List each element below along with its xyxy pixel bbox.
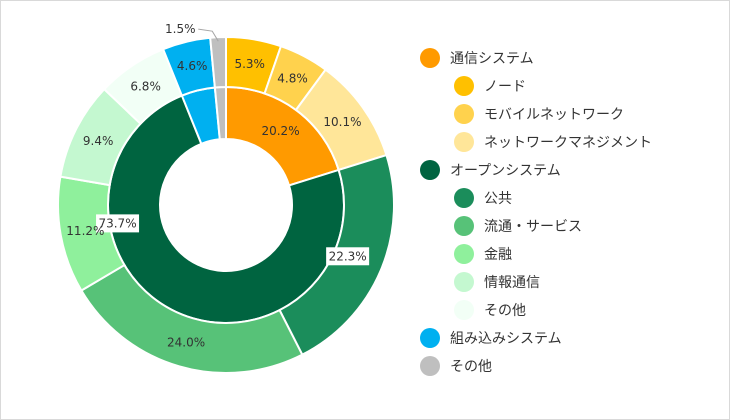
svg-text:10.1%: 10.1% — [323, 115, 361, 129]
outer-leader-line-9 — [198, 28, 219, 42]
legend-label-8: 情報通信 — [484, 275, 540, 291]
legend-label-5: 公共 — [484, 191, 512, 207]
outer-label-4: 24.0% — [167, 335, 205, 349]
svg-text:1.5%: 1.5% — [165, 22, 196, 36]
inner-label-1-box — [96, 214, 140, 233]
legend-label-10: 組み込みシステム — [450, 331, 562, 347]
legend-swatch-2 — [454, 104, 474, 124]
legend-item-7: 金融 — [420, 240, 720, 268]
svg-text:9.4%: 9.4% — [83, 134, 114, 148]
legend-label-4: オープンシステム — [450, 163, 561, 179]
outer-label-3: 22.3% — [326, 247, 370, 266]
outer-label-5: 11.2% — [66, 224, 104, 238]
svg-text:4.8%: 4.8% — [277, 71, 308, 85]
legend-swatch-1 — [454, 76, 474, 96]
slices — [57, 35, 395, 374]
legend: 通信システムノードモバイルネットワークネットワークマネジメントオープンシステム公… — [420, 44, 720, 380]
legend-label-3: ネットワークマネジメント — [484, 135, 652, 151]
legend-label-1: ノード — [484, 79, 526, 95]
legend-item-0: 通信システム — [420, 44, 720, 72]
outer-label-7: 6.8% — [130, 80, 161, 94]
legend-label-9: その他 — [484, 303, 526, 319]
legend-swatch-8 — [454, 272, 474, 292]
svg-text:11.2%: 11.2% — [66, 224, 104, 238]
legend-label-2: モバイルネットワーク — [484, 107, 624, 123]
inner-label-1: 73.7% — [96, 214, 140, 233]
legend-swatch-0 — [420, 48, 440, 68]
outer-label-2: 10.1% — [323, 115, 361, 129]
svg-text:4.6%: 4.6% — [177, 59, 208, 73]
outer-label-0: 5.3% — [234, 57, 265, 71]
legend-item-1: ノード — [420, 72, 720, 100]
data-labels: 20.2% 73.7% 5.3% 4.8% 10.1% 22.3% 24.0% 11.2% 9.… — [66, 22, 370, 349]
legend-item-6: 流通・サービス — [420, 212, 720, 240]
outer-label-8: 4.6% — [177, 59, 208, 73]
legend-swatch-3 — [454, 132, 474, 152]
svg-text:73.7%: 73.7% — [98, 216, 136, 230]
legend-item-10: 組み込みシステム — [420, 324, 720, 352]
svg-text:6.8%: 6.8% — [130, 80, 161, 94]
legend-item-2: モバイルネットワーク — [420, 100, 720, 128]
legend-swatch-11 — [420, 356, 440, 376]
legend-item-5: 公共 — [420, 184, 720, 212]
legend-item-8: 情報通信 — [420, 268, 720, 296]
legend-item-3: ネットワークマネジメント — [420, 128, 720, 156]
legend-swatch-7 — [454, 244, 474, 264]
legend-item-11: その他 — [420, 352, 720, 380]
legend-swatch-6 — [454, 216, 474, 236]
outer-label-3-box — [326, 247, 370, 266]
outer-label-6: 9.4% — [83, 134, 114, 148]
legend-label-11: その他 — [450, 359, 492, 375]
legend-swatch-5 — [454, 188, 474, 208]
legend-item-4: オープンシステム — [420, 156, 720, 184]
svg-text:20.2%: 20.2% — [261, 124, 299, 138]
legend-label-0: 通信システム — [450, 51, 534, 67]
legend-swatch-10 — [420, 328, 440, 348]
legend-swatch-4 — [420, 160, 440, 180]
legend-swatch-9 — [454, 300, 474, 320]
svg-text:24.0%: 24.0% — [167, 335, 205, 349]
outer-label-1: 4.8% — [277, 71, 308, 85]
outer-label-9: 1.5% — [165, 22, 196, 36]
legend-label-6: 流通・サービス — [484, 219, 582, 235]
svg-text:22.3%: 22.3% — [329, 249, 367, 263]
legend-label-7: 金融 — [484, 247, 512, 263]
legend-item-9: その他 — [420, 296, 720, 324]
inner-label-0: 20.2% — [261, 124, 299, 138]
svg-text:5.3%: 5.3% — [234, 57, 265, 71]
